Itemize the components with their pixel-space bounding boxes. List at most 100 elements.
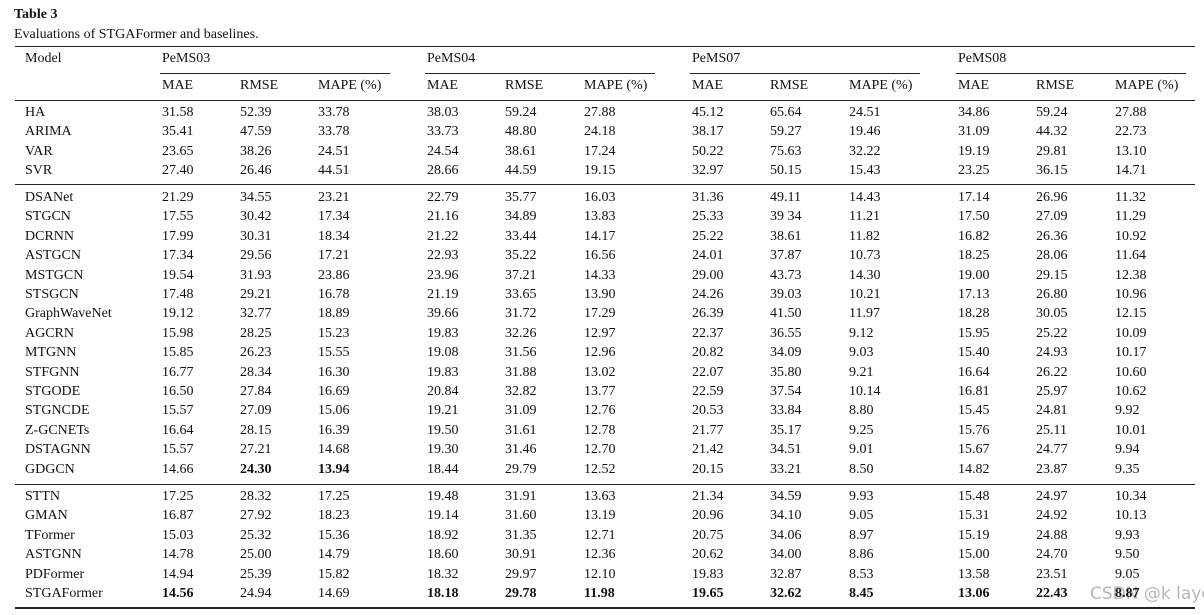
metric-value: 32.62 xyxy=(770,586,802,601)
metric-value: 28.15 xyxy=(240,422,272,438)
metric-value: 27.88 xyxy=(1115,105,1147,120)
metric-value: 15.57 xyxy=(162,403,194,419)
metric-value: 12.70 xyxy=(584,442,616,458)
metric-value: 17.34 xyxy=(162,248,194,264)
metric-value: 28.66 xyxy=(427,163,459,179)
metric-value: 12.10 xyxy=(584,566,616,582)
metric-value: 13.83 xyxy=(584,209,616,225)
metric-value: 17.99 xyxy=(162,228,194,244)
metric-value: 36.15 xyxy=(1036,163,1068,179)
model-name: GDGCN xyxy=(25,461,75,477)
metric-value: 37.21 xyxy=(505,267,537,283)
metric-value: 11.82 xyxy=(849,228,880,244)
metric-value: 24.93 xyxy=(1036,345,1068,361)
metric-value: 19.30 xyxy=(427,442,459,458)
dataset-header: PeMS04 xyxy=(427,51,476,66)
metric-value: 18.28 xyxy=(958,306,990,322)
metric-value: 16.39 xyxy=(318,422,350,438)
metric-value: 15.45 xyxy=(958,403,990,419)
group-rule xyxy=(15,484,1195,485)
metric-value: 16.64 xyxy=(162,422,194,438)
metric-value: 16.50 xyxy=(162,384,194,399)
metric-value: 24.77 xyxy=(1036,442,1068,458)
metric-value: 29.79 xyxy=(505,461,537,477)
metric-value: 18.60 xyxy=(427,547,459,563)
metric-value: 30.05 xyxy=(1036,306,1068,322)
metric-value: 22.73 xyxy=(1115,124,1147,140)
metric-header: MAPE (%) xyxy=(584,78,648,93)
model-name: STSGCN xyxy=(25,287,79,302)
model-name: HA xyxy=(25,105,46,120)
metric-value: 14.43 xyxy=(849,190,881,205)
metric-value: 17.50 xyxy=(958,209,990,225)
metric-value: 15.23 xyxy=(318,325,350,341)
metric-value: 15.43 xyxy=(849,163,881,179)
metric-value: 59.24 xyxy=(505,105,537,120)
metric-header: MAE xyxy=(427,78,459,93)
metric-value: 17.55 xyxy=(162,209,194,225)
metric-value: 19.48 xyxy=(427,489,459,504)
metric-value: 19.00 xyxy=(958,267,990,283)
metric-value: 37.54 xyxy=(770,384,802,399)
metric-value: 35.80 xyxy=(770,364,802,380)
metric-value: 10.60 xyxy=(1115,364,1147,380)
metric-value: 16.64 xyxy=(958,364,990,380)
metric-value: 14.56 xyxy=(162,586,194,601)
model-name: STTN xyxy=(25,489,60,504)
metric-value: 16.77 xyxy=(162,364,194,380)
metric-value: 17.25 xyxy=(162,489,194,504)
model-header: Model xyxy=(25,51,62,66)
metric-value: 52.39 xyxy=(240,105,272,120)
model-name: STGCN xyxy=(25,209,71,225)
metric-value: 13.63 xyxy=(584,489,616,504)
metric-value: 10.13 xyxy=(1115,508,1147,524)
metric-value: 27.21 xyxy=(240,442,272,458)
metric-value: 27.40 xyxy=(162,163,194,179)
metric-value: 24.51 xyxy=(849,105,881,120)
metric-value: 13.94 xyxy=(318,461,350,477)
metric-value: 9.94 xyxy=(1115,442,1140,458)
metric-value: 15.40 xyxy=(958,345,990,361)
metric-value: 34.89 xyxy=(505,209,537,225)
metric-value: 8.86 xyxy=(849,547,874,563)
metric-value: 31.72 xyxy=(505,306,537,322)
metric-value: 26.23 xyxy=(240,345,272,361)
metric-value: 14.33 xyxy=(584,267,616,283)
metric-value: 11.32 xyxy=(1115,190,1146,205)
dataset-rule xyxy=(956,73,1186,74)
metric-value: 28.32 xyxy=(240,489,272,504)
metric-value: 15.98 xyxy=(162,325,194,341)
metric-header: RMSE xyxy=(1036,78,1075,93)
metric-value: 12.36 xyxy=(584,547,616,563)
metric-value: 25.32 xyxy=(240,527,272,543)
metric-value: 25.00 xyxy=(240,547,272,563)
metric-header: MAE xyxy=(692,78,724,93)
metric-value: 14.94 xyxy=(162,566,194,582)
metric-value: 31.91 xyxy=(505,489,537,504)
metric-value: 15.55 xyxy=(318,345,350,361)
metric-value: 30.91 xyxy=(505,547,537,563)
metric-value: 44.51 xyxy=(318,163,350,179)
metric-value: 15.76 xyxy=(958,422,990,438)
metric-value: 16.82 xyxy=(958,228,990,244)
metric-value: 38.26 xyxy=(240,143,272,159)
metric-value: 15.82 xyxy=(318,566,350,582)
model-name: MTGNN xyxy=(25,345,77,361)
metric-value: 9.93 xyxy=(1115,527,1140,543)
metric-value: 21.77 xyxy=(692,422,724,438)
metric-value: 31.58 xyxy=(162,105,194,120)
group-rule xyxy=(15,184,1195,185)
metric-value: 20.62 xyxy=(692,547,724,563)
metric-value: 20.96 xyxy=(692,508,724,524)
metric-header: MAE xyxy=(958,78,990,93)
metric-value: 11.98 xyxy=(584,586,615,601)
metric-value: 32.82 xyxy=(505,384,537,399)
metric-value: 33.84 xyxy=(770,403,802,419)
metric-value: 8.50 xyxy=(849,461,874,477)
metric-value: 17.13 xyxy=(958,287,990,302)
dataset-rule xyxy=(690,73,920,74)
metric-value: 11.21 xyxy=(849,209,880,225)
metric-value: 39.66 xyxy=(427,306,459,322)
dataset-header: PeMS03 xyxy=(162,51,211,66)
